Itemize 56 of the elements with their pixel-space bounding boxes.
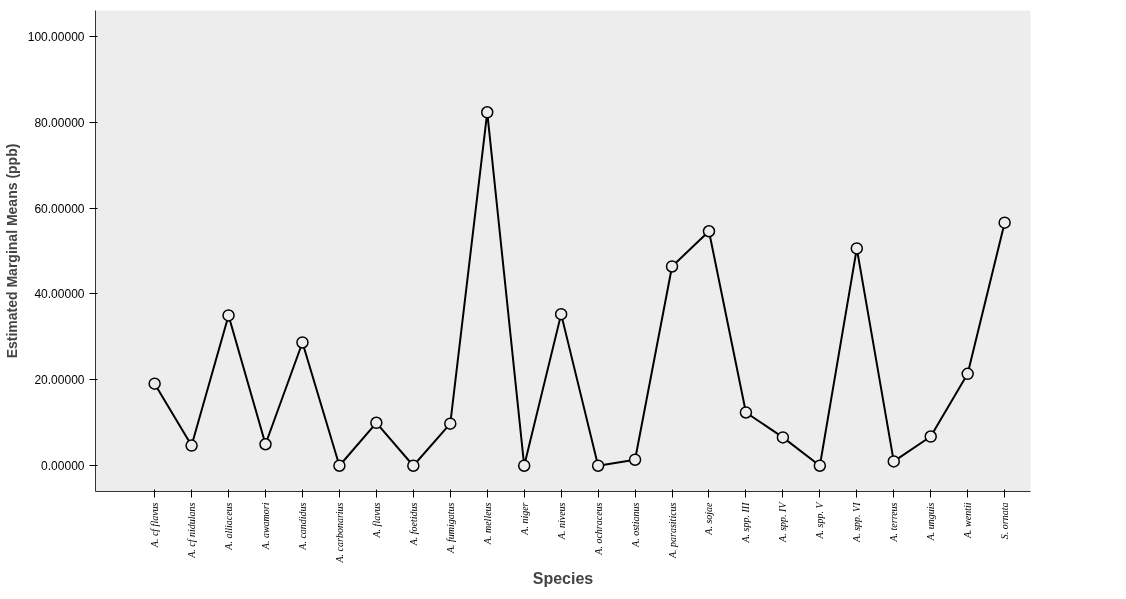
point [998,216,1011,229]
y-tick-label: 60.00000 [34,201,85,216]
point [961,367,974,381]
point [259,438,272,451]
x-tick-label: A. alliaceus [223,502,235,551]
y-tick-label: 40.00000 [34,287,85,302]
y-tick-label: 80.00000 [34,115,85,130]
point [185,439,198,452]
x-tick-label: A. flavus [370,502,382,539]
point [554,307,568,321]
x-tick-label: A. niveus [555,502,567,541]
x-tick-label: A. foetidus [407,502,419,547]
point [776,431,790,444]
point [591,459,605,472]
x-tick-label: A. spp. VI [851,501,863,543]
x-tick-label: A. sojae [703,501,715,536]
point [813,459,827,472]
x-tick-label: A. candidus [296,502,308,551]
point [480,106,494,119]
x-tick-label: A. fumigatus [444,502,456,555]
x-tick-label: A. cf nidulans [186,502,198,559]
y-tick-label: 100.00000 [27,29,85,44]
x-tick-label: S. ornata [999,502,1011,540]
x-tick-label: A. ostianus [629,502,641,548]
x-tick-label: A. spp. IV [777,500,789,543]
x-axis-title: Species [532,570,594,588]
y-axis-title: Estimated Marginal Means (ppb) [3,143,20,359]
x-tick-label: A. wentii [962,502,974,540]
x-tick-label: A. carbonarius [333,502,345,564]
y-tick-label: 0.00000 [41,459,85,474]
point [148,377,161,390]
x-tick-label: A. unguis [925,502,937,542]
x-tick-label: A. terreus [888,502,900,543]
x-tick-label: A. ochraceus [592,502,604,556]
point [407,459,420,472]
point [296,336,309,349]
x-tick-label: A. cf flavus [149,502,161,549]
point [702,225,716,238]
point [850,242,864,255]
point [739,406,753,419]
x-tick-label: A. spp. III [740,501,752,544]
point [333,459,346,472]
point [628,453,642,466]
point [444,417,457,430]
x-tick-label: A. melleus [481,502,493,546]
x-tick-label: A. niger [518,502,530,536]
point [924,430,937,443]
y-tick-label: 20.00000 [34,373,85,388]
x-tick-label: A. awamori [260,502,271,551]
point [222,309,235,322]
point [370,416,383,430]
x-tick-label: A. spp. V [814,500,826,540]
point [887,455,901,468]
point [517,459,531,472]
x-tick-label: A. parasiticus [666,502,678,560]
point [665,260,679,273]
